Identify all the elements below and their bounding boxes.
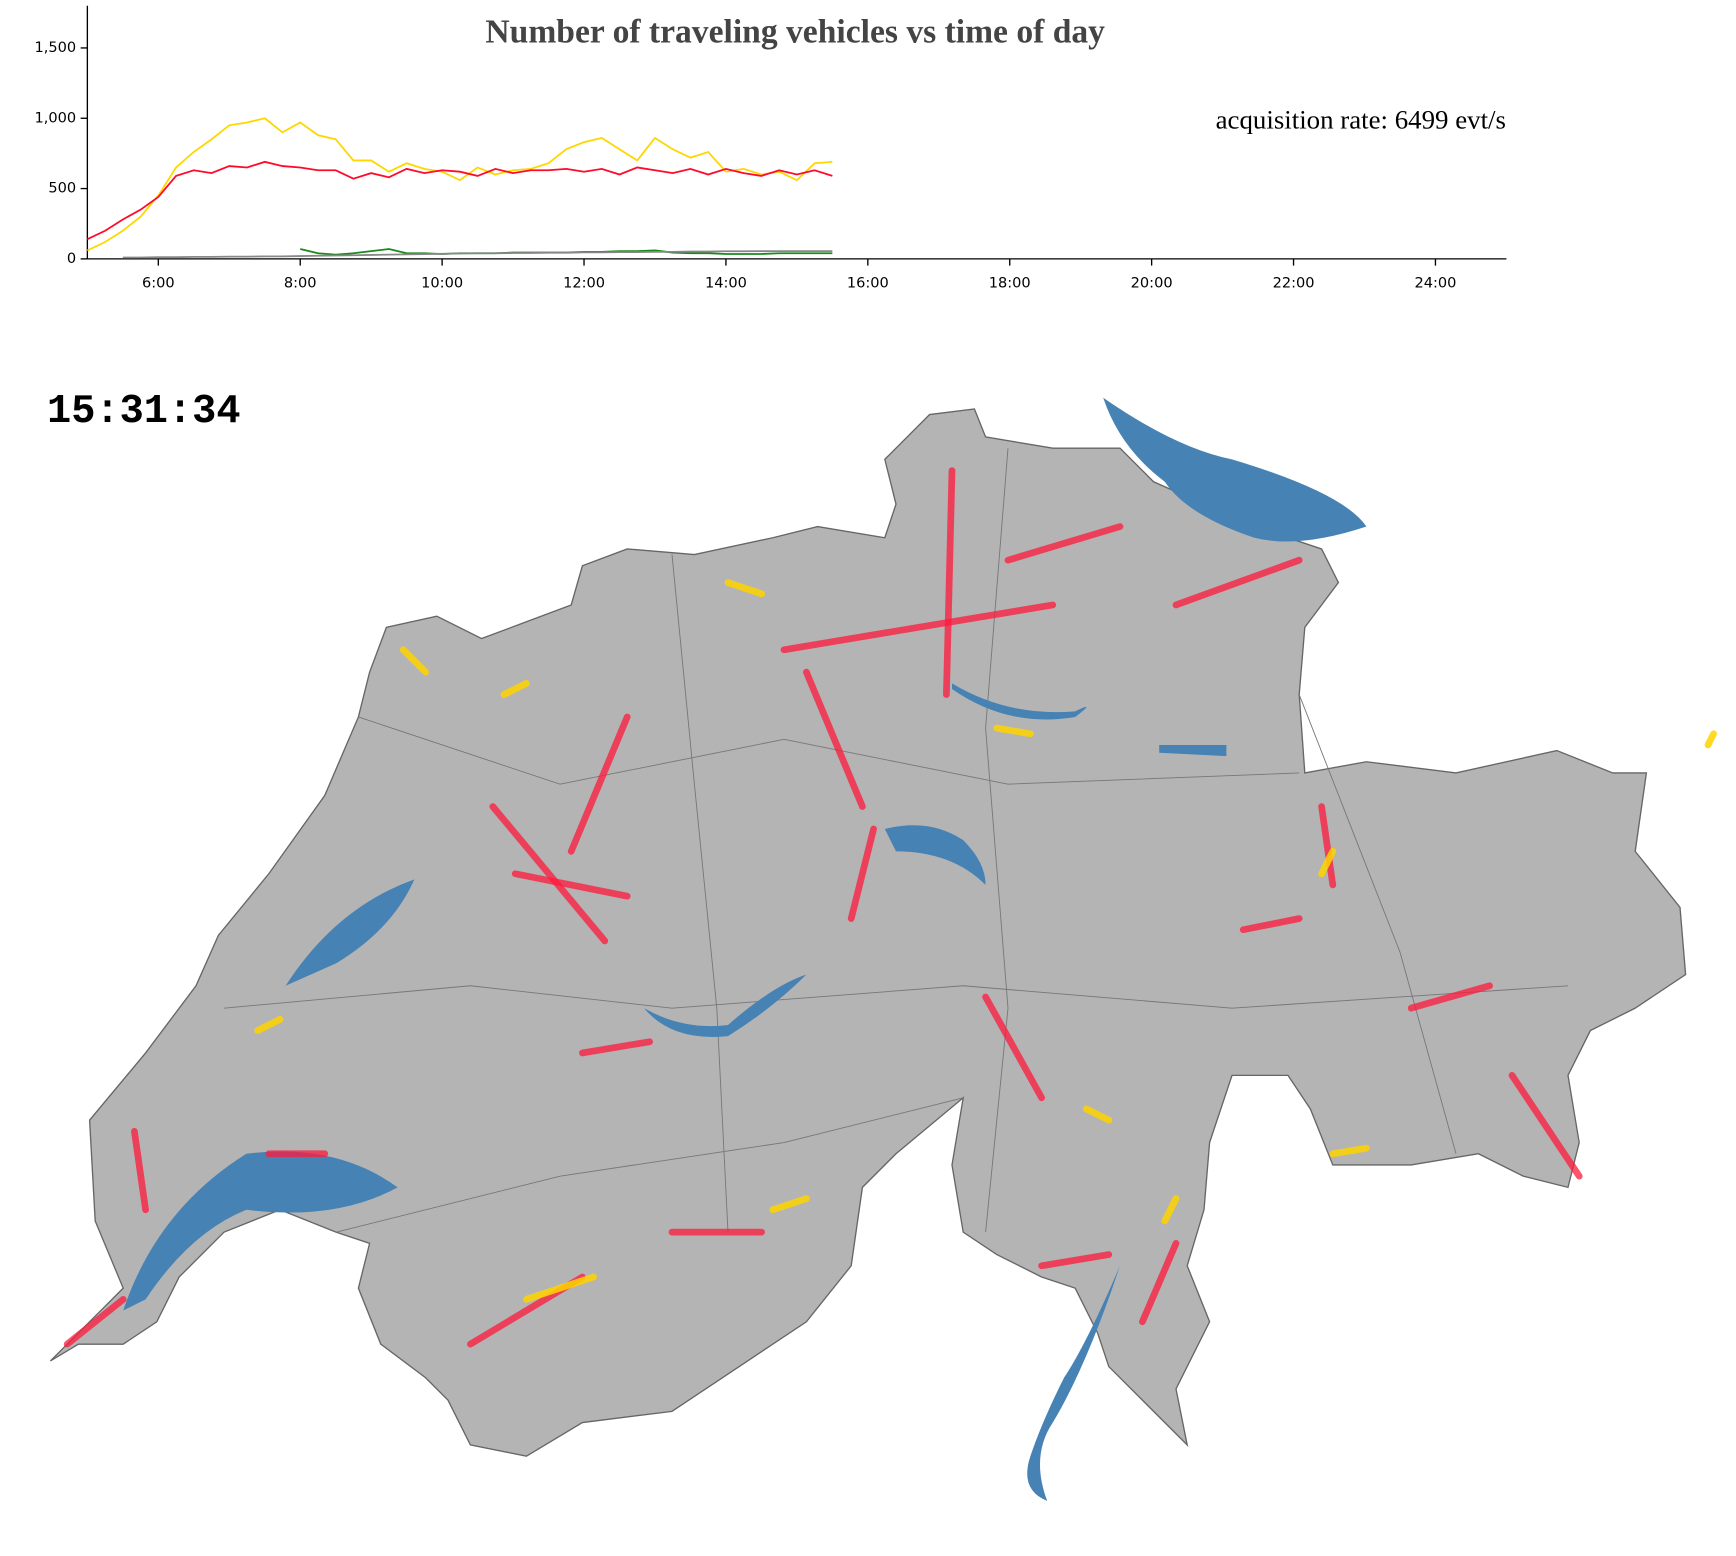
lake: [285, 879, 415, 986]
x-tick-label: 14:00: [705, 275, 747, 292]
x-tick-label: 20:00: [1131, 275, 1173, 292]
series-line: [86, 117, 833, 252]
country-shape: [49, 408, 1687, 1457]
x-tick-label: 16:00: [847, 275, 889, 292]
x-tick-label: 18:00: [989, 275, 1031, 292]
clock: 15:31:34: [47, 389, 241, 435]
lake: [952, 683, 1087, 720]
y-tick-label: 1,500: [35, 39, 77, 56]
lake: [1159, 744, 1227, 757]
x-tick-label: 6:00: [142, 275, 175, 292]
lakes: [123, 397, 1367, 1501]
y-tick-label: 500: [48, 180, 76, 197]
series-line: [86, 160, 833, 240]
lake: [123, 1151, 398, 1311]
vehicle-traces: [63, 467, 1717, 1348]
x-tick-label: 22:00: [1273, 275, 1315, 292]
borders: [223, 448, 1569, 1233]
acquisition-rate: acquisition rate: 6499 evt/s: [1216, 104, 1506, 134]
lake: [1103, 397, 1367, 542]
x-tick-label: 10:00: [421, 275, 463, 292]
y-tick-label: 1,000: [35, 109, 77, 126]
x-tick-label: 12:00: [563, 275, 605, 292]
chart-title: Number of traveling vehicles vs time of …: [485, 14, 1105, 51]
series-line: [122, 250, 833, 259]
line-chart: 0 500 1,000 1,500 6:00 8:00 10:00 12:00 14:00 16:…: [35, 5, 1507, 292]
x-tick-label: 8:00: [284, 275, 317, 292]
x-tick-label: 24:00: [1414, 275, 1456, 292]
map: [49, 397, 1717, 1501]
y-tick-label: 0: [67, 250, 76, 267]
lake: [884, 825, 986, 885]
lake: [1027, 1265, 1120, 1501]
